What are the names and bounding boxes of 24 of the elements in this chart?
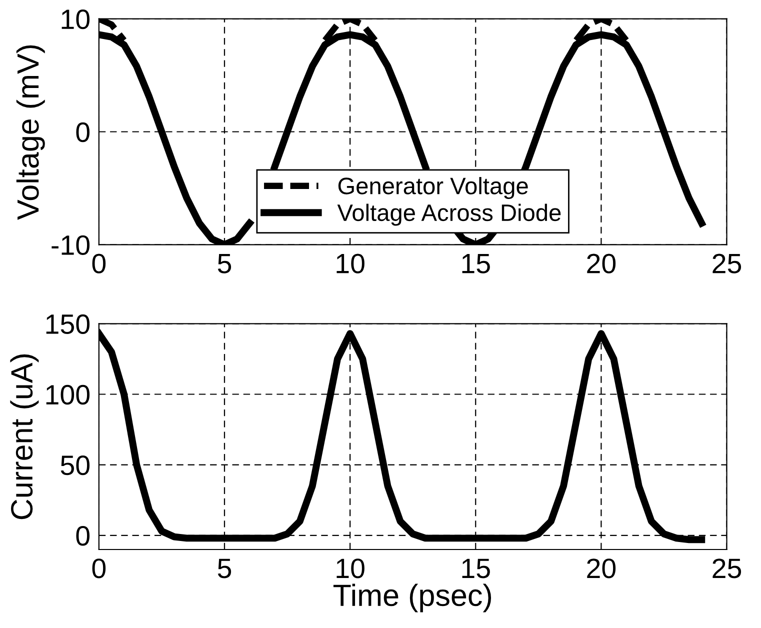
x-tick-label: 10 [336,558,364,578]
x-tick-label: 25 [712,558,742,578]
x-tick-label: 15 [462,558,490,578]
y-tick-label: -10 [52,235,90,255]
x-tick-label: 10 [336,254,364,274]
x-tick-label: 5 [218,558,232,578]
x-tick-label: 0 [92,558,106,578]
x-tick-label: 5 [218,254,232,274]
y-tick-label: 150 [46,314,90,334]
x-tick-label: 20 [587,254,616,274]
x-tick-label: 15 [462,254,490,274]
y-tick-label: 0 [76,122,90,142]
y-axis-title: Current (uA) [10,354,39,520]
x-axis-title: Time (psec) [333,584,492,612]
y-tick-label: 0 [76,526,90,546]
y-axis-title: Voltage (mV) [16,45,45,220]
legend-label: Generator Voltage [338,177,528,200]
y-tick-label: 100 [46,384,90,405]
x-tick-label: 20 [587,558,616,578]
y-tick-label: 10 [62,10,90,30]
x-tick-label: 25 [712,254,742,274]
x-tick-label: 0 [92,254,106,274]
legend-label: Voltage Across Diode [337,204,561,226]
y-tick-label: 50 [60,455,90,476]
